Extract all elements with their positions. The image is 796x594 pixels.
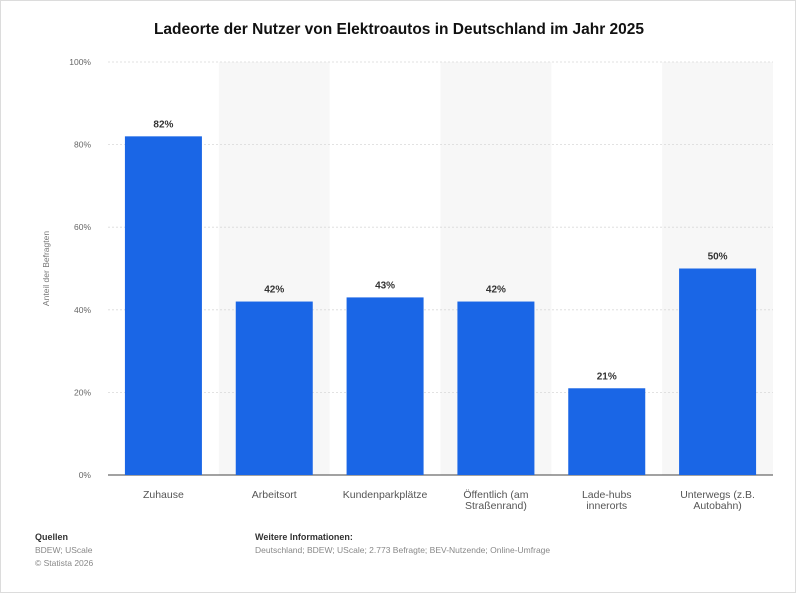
y-tick-label: 40% bbox=[74, 305, 91, 315]
info-text: Deutschland; BDEW; UScale; 2.773 Befragt… bbox=[255, 545, 551, 555]
sources-line: BDEW; UScale bbox=[35, 545, 93, 555]
data-label: 50% bbox=[708, 252, 728, 263]
info-block: Weitere Informationen: Deutschland; BDEW… bbox=[255, 531, 575, 557]
x-tick-label: Arbeitsort bbox=[252, 489, 297, 501]
x-tick-label: Straßenrand) bbox=[465, 500, 527, 512]
y-tick-label: 0% bbox=[79, 470, 92, 480]
bar bbox=[124, 136, 202, 475]
sources-heading: Quellen bbox=[35, 532, 69, 542]
sources-block: Quellen BDEW; UScale © Statista 2026 bbox=[35, 531, 93, 570]
x-tick-label: Öffentlich (am bbox=[463, 489, 528, 501]
y-tick-label: 100% bbox=[69, 57, 91, 67]
info-heading: Weitere Informationen: bbox=[255, 532, 353, 542]
data-label: 82% bbox=[153, 119, 173, 130]
copyright-line: © Statista 2026 bbox=[35, 558, 94, 568]
y-tick-label: 20% bbox=[74, 387, 91, 397]
y-axis-title: Anteil der Befragten bbox=[41, 231, 51, 306]
data-label: 42% bbox=[264, 285, 284, 296]
x-tick-label: Lade-hubs bbox=[582, 489, 632, 501]
chart-title: Ladeorte der Nutzer von Elektroautos in … bbox=[153, 21, 645, 38]
x-tick-label: Zuhause bbox=[143, 489, 184, 501]
data-label: 43% bbox=[375, 280, 395, 291]
y-tick-label: 80% bbox=[74, 140, 91, 150]
bar bbox=[346, 297, 424, 475]
bar bbox=[457, 301, 535, 475]
x-tick-label: Unterwegs (z.B. bbox=[680, 489, 755, 501]
data-label: 21% bbox=[597, 371, 617, 382]
x-tick-label: Autobahn) bbox=[693, 500, 741, 512]
bar bbox=[679, 268, 757, 475]
x-tick-label: innerorts bbox=[586, 500, 627, 512]
y-tick-label: 60% bbox=[74, 222, 91, 232]
bar bbox=[568, 388, 646, 475]
bar bbox=[235, 301, 313, 475]
data-label: 42% bbox=[486, 285, 506, 296]
x-tick-label: Kundenparkplätze bbox=[343, 489, 428, 501]
